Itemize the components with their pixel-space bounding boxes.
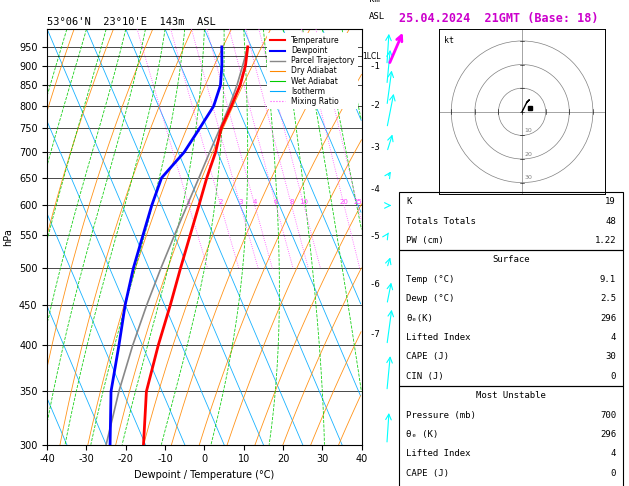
Text: 6: 6 bbox=[274, 199, 278, 206]
Text: Temp (°C): Temp (°C) bbox=[406, 275, 455, 284]
Text: θₑ(K): θₑ(K) bbox=[406, 313, 433, 323]
Text: 2: 2 bbox=[218, 199, 223, 206]
Text: 0: 0 bbox=[611, 372, 616, 381]
Text: -1: -1 bbox=[369, 62, 380, 71]
Text: -5: -5 bbox=[369, 232, 380, 241]
Text: Lifted Index: Lifted Index bbox=[406, 450, 470, 458]
Text: -3: -3 bbox=[369, 143, 380, 152]
Text: 4: 4 bbox=[611, 450, 616, 458]
Text: Most Unstable: Most Unstable bbox=[476, 391, 546, 400]
Text: 53°06'N  23°10'E  143m  ASL: 53°06'N 23°10'E 143m ASL bbox=[47, 17, 216, 27]
Text: 296: 296 bbox=[600, 313, 616, 323]
Text: -7: -7 bbox=[369, 330, 380, 339]
Text: ASL: ASL bbox=[369, 12, 386, 21]
Text: 3: 3 bbox=[238, 199, 243, 206]
X-axis label: Dewpoint / Temperature (°C): Dewpoint / Temperature (°C) bbox=[135, 470, 274, 480]
Bar bbox=[399, 386, 623, 486]
Text: 20: 20 bbox=[525, 152, 532, 156]
Text: km: km bbox=[369, 0, 380, 4]
Text: 10: 10 bbox=[299, 199, 308, 206]
Text: 296: 296 bbox=[600, 430, 616, 439]
Legend: Temperature, Dewpoint, Parcel Trajectory, Dry Adiabat, Wet Adiabat, Isotherm, Mi: Temperature, Dewpoint, Parcel Trajectory… bbox=[267, 33, 358, 109]
Text: 9.1: 9.1 bbox=[600, 275, 616, 284]
Text: θₑ (K): θₑ (K) bbox=[406, 430, 438, 439]
Text: 1: 1 bbox=[187, 199, 191, 206]
Text: CIN (J): CIN (J) bbox=[406, 372, 443, 381]
Text: K: K bbox=[406, 197, 411, 206]
Text: Surface: Surface bbox=[493, 255, 530, 264]
Text: PW (cm): PW (cm) bbox=[406, 236, 443, 245]
Text: 0: 0 bbox=[611, 469, 616, 478]
Text: 30: 30 bbox=[605, 352, 616, 362]
Text: 700: 700 bbox=[600, 411, 616, 419]
Bar bbox=[399, 250, 623, 386]
Text: 1LCL: 1LCL bbox=[362, 52, 381, 61]
Text: 4: 4 bbox=[253, 199, 257, 206]
Text: -6: -6 bbox=[369, 280, 380, 289]
Text: Totals Totals: Totals Totals bbox=[406, 217, 476, 226]
Text: 2.5: 2.5 bbox=[600, 294, 616, 303]
Text: 20: 20 bbox=[340, 199, 348, 206]
Text: CAPE (J): CAPE (J) bbox=[406, 352, 449, 362]
Text: 25: 25 bbox=[353, 199, 362, 206]
Y-axis label: hPa: hPa bbox=[3, 228, 13, 246]
Text: Lifted Index: Lifted Index bbox=[406, 333, 470, 342]
Text: 8: 8 bbox=[289, 199, 294, 206]
Text: 25.04.2024  21GMT (Base: 18): 25.04.2024 21GMT (Base: 18) bbox=[399, 12, 599, 25]
Text: CAPE (J): CAPE (J) bbox=[406, 469, 449, 478]
Text: 19: 19 bbox=[605, 197, 616, 206]
Text: -4: -4 bbox=[369, 185, 380, 194]
Text: 30: 30 bbox=[525, 175, 532, 180]
Text: 1.22: 1.22 bbox=[594, 236, 616, 245]
Text: Dewp (°C): Dewp (°C) bbox=[406, 294, 455, 303]
Text: 4: 4 bbox=[611, 333, 616, 342]
Text: -2: -2 bbox=[369, 101, 380, 110]
Text: 10: 10 bbox=[525, 128, 532, 133]
Bar bbox=[399, 192, 623, 250]
Text: kt: kt bbox=[444, 36, 454, 45]
Text: 48: 48 bbox=[605, 217, 616, 226]
Text: Pressure (mb): Pressure (mb) bbox=[406, 411, 476, 419]
